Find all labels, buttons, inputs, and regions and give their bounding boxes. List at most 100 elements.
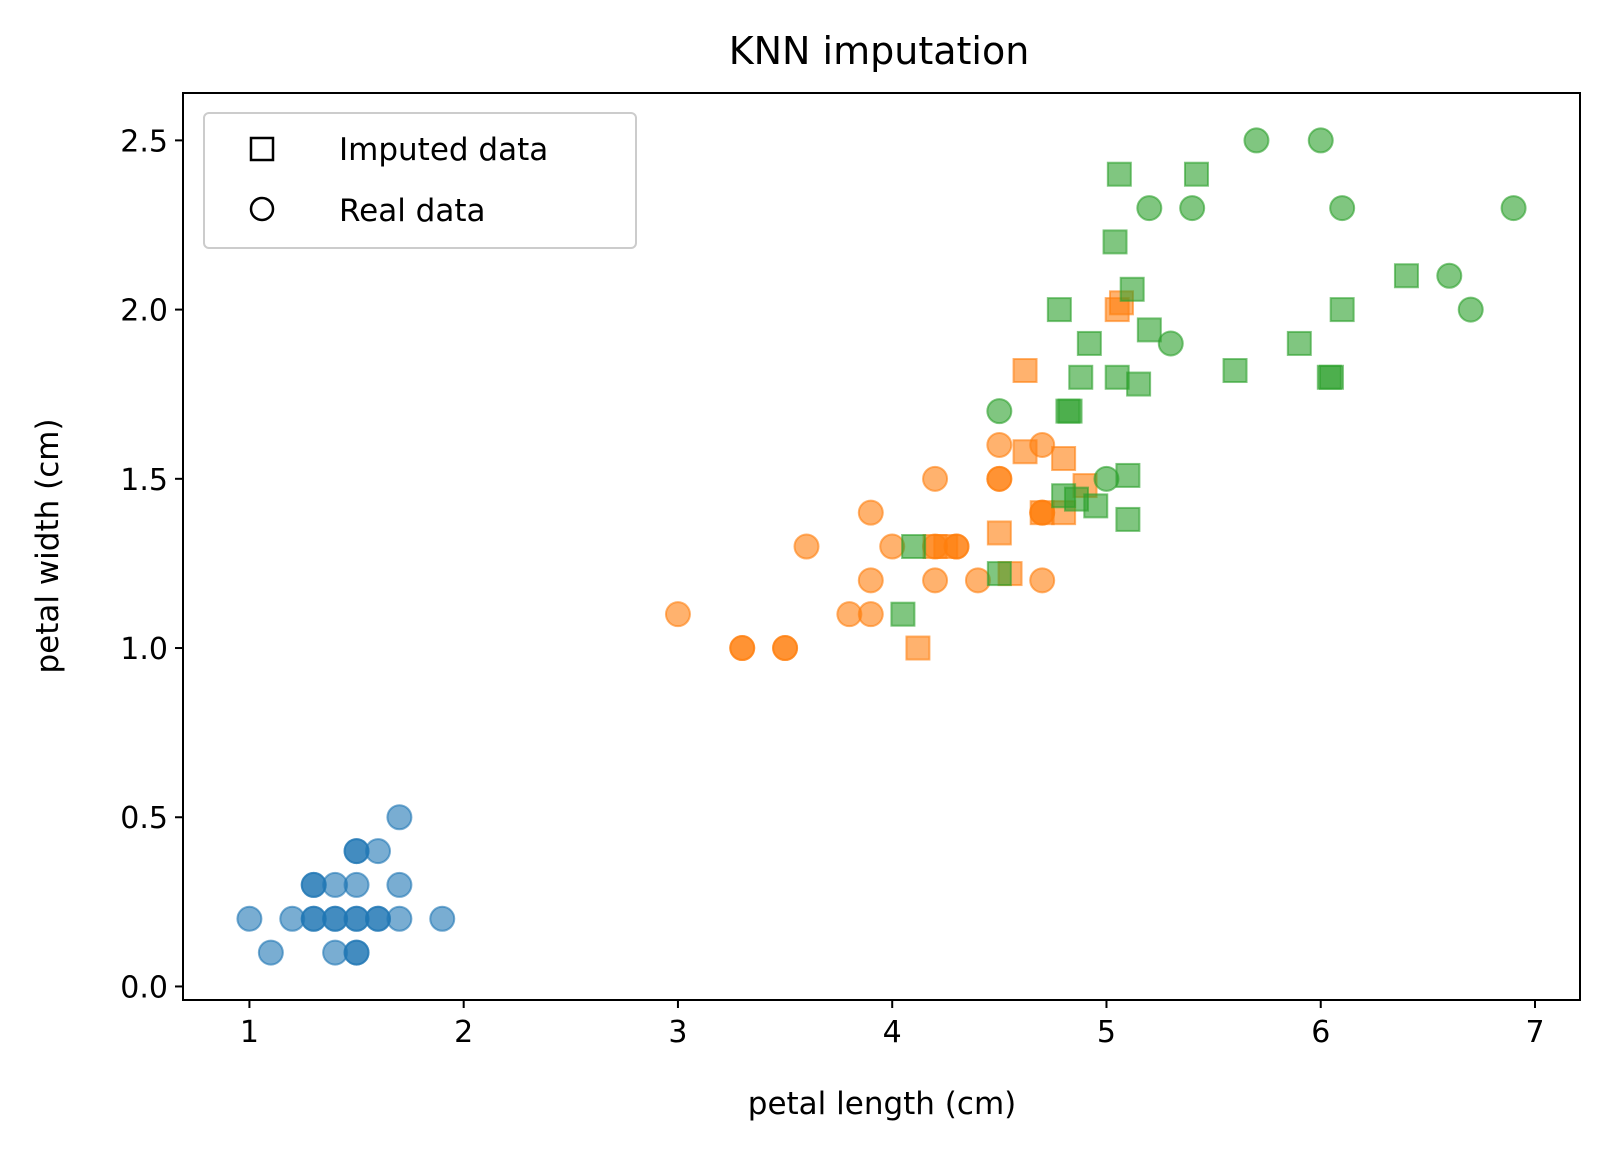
data-point-circle bbox=[1179, 195, 1206, 222]
data-point-square bbox=[1076, 330, 1102, 356]
data-point-circle bbox=[986, 398, 1013, 425]
data-point-circle bbox=[1029, 567, 1056, 594]
data-point-square bbox=[1057, 398, 1083, 424]
data-point-square bbox=[933, 534, 959, 559]
data-point-circle bbox=[1500, 195, 1527, 222]
x-tick-label: 7 bbox=[1525, 1015, 1544, 1050]
data-point-circle bbox=[279, 905, 306, 932]
legend-box bbox=[203, 112, 637, 249]
data-point-circle bbox=[1136, 195, 1163, 222]
data-point-circle bbox=[986, 431, 1013, 458]
data-point-circle bbox=[386, 905, 413, 932]
data-point-square bbox=[890, 601, 916, 627]
data-point-circle bbox=[1093, 465, 1120, 492]
legend-label-imputed: Imputed data bbox=[339, 132, 548, 168]
data-point-square bbox=[1102, 229, 1128, 255]
x-tick-label: 3 bbox=[668, 1015, 687, 1050]
data-point-square bbox=[1126, 371, 1152, 397]
data-point-circle bbox=[964, 567, 991, 594]
data-point-circle bbox=[857, 567, 884, 594]
data-point-circle bbox=[343, 939, 370, 966]
data-point-square bbox=[1318, 364, 1344, 390]
x-tick-label: 4 bbox=[883, 1015, 902, 1050]
data-point-circle bbox=[1157, 330, 1184, 357]
legend-label-real: Real data bbox=[339, 193, 486, 229]
data-point-circle bbox=[922, 465, 949, 492]
data-point-square bbox=[1029, 500, 1055, 526]
y-tick-label: 1.5 bbox=[120, 463, 168, 498]
data-point-circle bbox=[986, 465, 1013, 492]
plot-area-frame bbox=[182, 92, 1581, 1001]
data-point-square bbox=[1012, 439, 1038, 465]
data-point-square bbox=[1329, 297, 1355, 323]
data-point-circle bbox=[322, 905, 349, 932]
data-point-square bbox=[1104, 364, 1130, 390]
data-point-square bbox=[1183, 161, 1209, 187]
data-point-circle bbox=[429, 905, 456, 932]
x-axis-ticks: 1 2 3 4 5 6 7 bbox=[240, 1000, 1545, 1050]
data-point-circle bbox=[300, 871, 327, 898]
data-point-square bbox=[986, 520, 1012, 546]
data-point-square bbox=[1286, 330, 1312, 356]
y-tick-label: 1.0 bbox=[120, 632, 168, 667]
data-point-square bbox=[986, 561, 1012, 587]
data-point-square bbox=[1119, 276, 1145, 302]
x-tick-label: 5 bbox=[1097, 1015, 1116, 1050]
data-point-circle bbox=[322, 871, 349, 898]
data-point-circle bbox=[857, 601, 884, 628]
data-point-circle bbox=[300, 905, 327, 932]
data-point-circle bbox=[664, 601, 691, 628]
legend-circle-marker-icon bbox=[249, 196, 275, 222]
data-point-square bbox=[1222, 358, 1248, 384]
data-point-square bbox=[905, 635, 931, 661]
data-point-circle bbox=[772, 635, 799, 662]
data-point-square bbox=[1012, 358, 1038, 384]
y-tick-label: 0.0 bbox=[120, 970, 168, 1005]
x-tick-label: 1 bbox=[240, 1015, 259, 1050]
data-point-square bbox=[1068, 364, 1094, 390]
data-point-square bbox=[1106, 161, 1132, 187]
x-axis-label: petal length (cm) bbox=[748, 1086, 1016, 1122]
data-point-circle bbox=[343, 905, 370, 932]
x-tick-label: 6 bbox=[1311, 1015, 1330, 1050]
data-point-circle bbox=[386, 804, 413, 831]
data-point-circle bbox=[836, 601, 863, 628]
data-point-square bbox=[1115, 462, 1141, 488]
y-axis-label: petal width (cm) bbox=[30, 418, 66, 673]
data-point-circle bbox=[364, 905, 391, 932]
data-point-square bbox=[1393, 263, 1419, 289]
data-point-circle bbox=[922, 567, 949, 594]
data-point-circle bbox=[1329, 195, 1356, 222]
data-point-square bbox=[1051, 446, 1077, 472]
data-point-circle bbox=[343, 871, 370, 898]
data-point-circle bbox=[386, 871, 413, 898]
data-points bbox=[236, 127, 1527, 966]
data-point-square bbox=[1083, 493, 1109, 519]
data-point-circle bbox=[1457, 296, 1484, 323]
y-tick-label: 2.5 bbox=[120, 124, 168, 159]
data-point-circle bbox=[1307, 127, 1334, 154]
y-tick-label: 0.5 bbox=[120, 801, 168, 836]
data-point-circle bbox=[857, 499, 884, 526]
legend-square-marker-icon bbox=[249, 136, 275, 162]
data-point-square bbox=[1136, 317, 1162, 343]
data-point-circle bbox=[793, 533, 820, 560]
data-point-circle bbox=[1436, 262, 1463, 289]
x-tick-label: 2 bbox=[454, 1015, 473, 1050]
data-point-square bbox=[901, 534, 927, 559]
data-point-circle bbox=[879, 533, 906, 560]
chart-title: KNN imputation bbox=[729, 29, 1030, 73]
data-point-square bbox=[1046, 297, 1072, 323]
data-point-circle bbox=[322, 939, 349, 966]
data-point-square bbox=[1115, 506, 1141, 532]
data-point-circle bbox=[343, 838, 370, 865]
y-axis-ticks: 0.0 0.5 1.0 1.5 2.0 2.5 bbox=[120, 124, 183, 1005]
y-tick-label: 2.0 bbox=[120, 294, 168, 329]
legend: Imputed data Real data bbox=[203, 112, 637, 249]
data-point-circle bbox=[729, 635, 756, 662]
data-point-circle bbox=[1243, 127, 1270, 154]
data-point-circle bbox=[236, 905, 263, 932]
data-point-circle bbox=[257, 939, 284, 966]
data-point-circle bbox=[364, 838, 391, 865]
